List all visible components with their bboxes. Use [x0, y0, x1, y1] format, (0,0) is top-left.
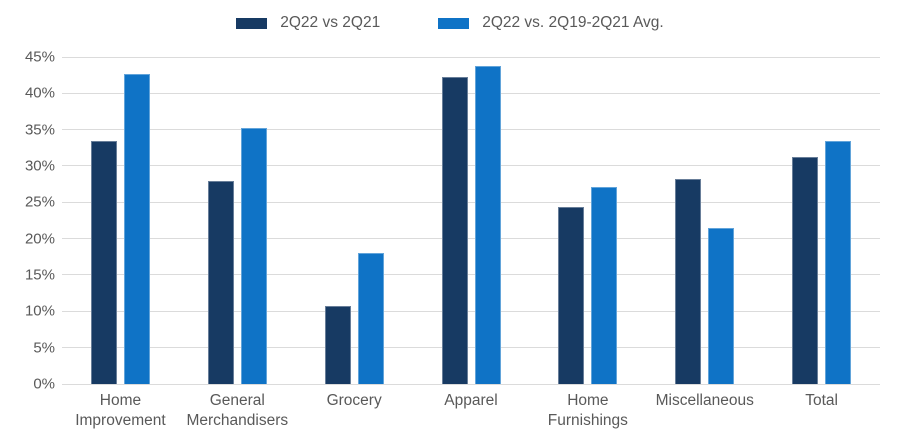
bar-series1-general-merchandisers	[207, 181, 234, 384]
bar-groups	[62, 57, 880, 384]
y-tick-label: 30%	[24, 157, 55, 175]
legend-item-1: 2Q22 vs. 2Q19-2Q21 Avg.	[438, 14, 664, 32]
gridline	[62, 310, 880, 312]
bar-series2-apparel	[474, 65, 501, 384]
bar-series1-miscellaneous	[675, 179, 702, 384]
bar-series2-total	[825, 140, 852, 384]
bar-series2-grocery	[357, 253, 384, 384]
x-axis-label: Total	[805, 392, 838, 409]
bar-series1-total	[792, 156, 819, 384]
y-tick-label: 0%	[33, 375, 55, 393]
bar-group-general-merchandisers	[179, 57, 296, 384]
gridline	[62, 165, 880, 167]
x-axis-label: General Merchandisers	[186, 392, 289, 430]
bar-group-apparel	[413, 57, 530, 384]
bar-group-miscellaneous	[646, 57, 763, 384]
bar-group-home-improvement	[62, 57, 179, 384]
y-tick-label: 35%	[24, 121, 55, 139]
gridline	[62, 347, 880, 349]
bar-series2-home-improvement	[123, 73, 150, 384]
x-axis-label: Apparel	[444, 392, 498, 409]
gridline	[62, 129, 880, 131]
legend-label: 2Q22 vs. 2Q19-2Q21 Avg.	[482, 14, 664, 31]
gridline	[62, 56, 880, 58]
bar-series2-home-furnishings	[591, 187, 618, 384]
bar-group-grocery	[296, 57, 413, 384]
x-axis-label: Home Improvement	[75, 392, 166, 430]
gridline	[62, 238, 880, 240]
y-tick-label: 40%	[24, 84, 55, 102]
bar-series2-miscellaneous	[708, 227, 735, 384]
bar-group-total	[763, 57, 880, 384]
y-tick-label: 15%	[24, 266, 55, 284]
x-axis: Home Improvement General Merchandisers Gro…	[62, 391, 880, 431]
y-tick-label: 25%	[24, 193, 55, 211]
gridline	[62, 274, 880, 276]
bar-series1-home-furnishings	[558, 207, 585, 384]
y-tick-label: 20%	[24, 230, 55, 248]
legend-swatch-icon	[236, 17, 268, 29]
gridline	[62, 201, 880, 203]
gridline	[62, 92, 880, 94]
bar-series1-apparel	[441, 77, 468, 384]
chart-legend: 2Q22 vs 2Q21 2Q22 vs. 2Q19-2Q21 Avg.	[0, 14, 900, 32]
y-tick-label: 5%	[33, 339, 55, 357]
legend-swatch-icon	[438, 17, 470, 29]
legend-item-0: 2Q22 vs 2Q21	[236, 14, 380, 32]
x-axis-label: Home Furnishings	[547, 392, 628, 430]
legend-label: 2Q22 vs 2Q21	[280, 14, 381, 31]
bar-series1-grocery	[324, 306, 351, 384]
gridline	[62, 383, 880, 385]
bar-series2-general-merchandisers	[240, 128, 267, 384]
y-axis: 0% 5% 10% 15% 20% 25% 30% 35% 40% 45%	[0, 49, 55, 393]
y-tick-label: 45%	[24, 48, 55, 66]
plot-area	[62, 56, 880, 385]
bar-series1-home-improvement	[90, 141, 117, 384]
x-axis-label: Miscellaneous	[655, 392, 754, 409]
bar-group-home-furnishings	[529, 57, 646, 384]
y-tick-label: 10%	[24, 302, 55, 320]
x-axis-label: Grocery	[326, 392, 382, 409]
